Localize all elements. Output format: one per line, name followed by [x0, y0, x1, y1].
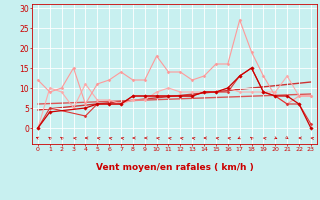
X-axis label: Vent moyen/en rafales ( km/h ): Vent moyen/en rafales ( km/h )	[96, 163, 253, 172]
